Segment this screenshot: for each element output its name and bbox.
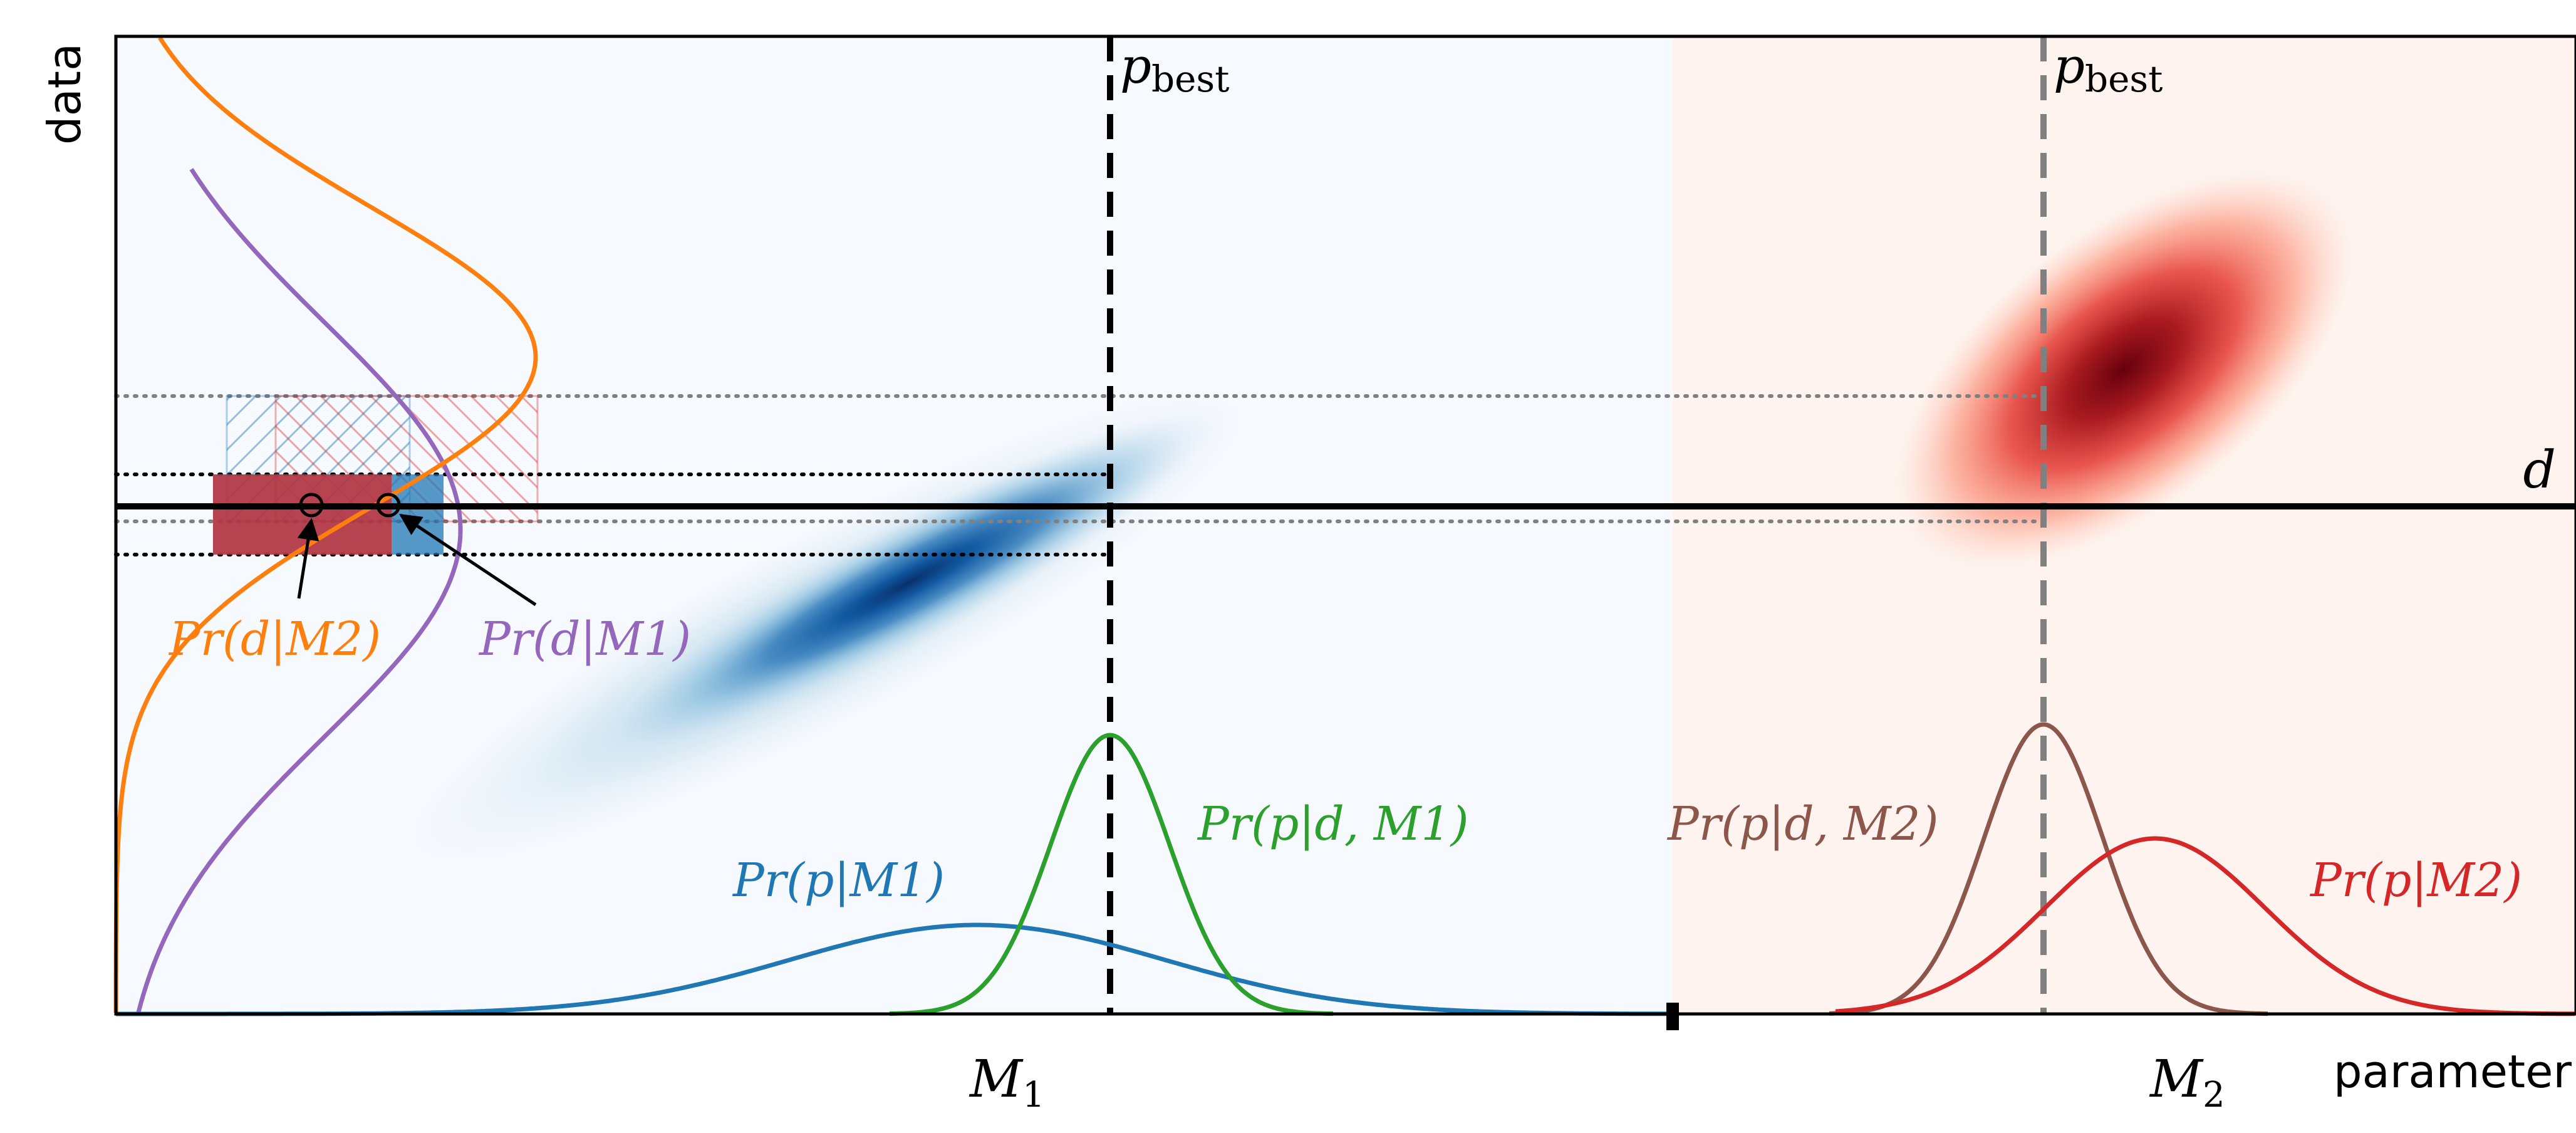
pbest-left-label: pbest: [1120, 38, 1229, 100]
arrow-pr-d-m2: [297, 518, 319, 599]
x-axis-label: parameter: [2334, 1045, 2572, 1098]
pr-d-m2-curve: [113, 36, 538, 1013]
label-pr-d-m2: Pr(d|M2): [168, 612, 381, 666]
m2-joint-density: [1895, 171, 2352, 568]
x-axis-center-tick: [1666, 1003, 1679, 1030]
label-pr-p-m2: Pr(p|M2): [2309, 854, 2522, 907]
pbest-right-label: pbest: [2054, 38, 2163, 100]
label-pr-p-m1: Pr(p|M1): [732, 854, 945, 907]
label-pr-d-m1: Pr(d|M1): [478, 612, 691, 666]
pr-d-m1-curve: [136, 168, 463, 1015]
arrow-pr-d-m1: [399, 513, 537, 607]
marker-pr-d-m2: [299, 493, 324, 518]
pr-p-d-m1-curve: [890, 733, 1334, 1016]
y-axis-label: data: [38, 43, 91, 145]
label-pr-p-d-m2: Pr(p|d, M2): [1666, 797, 1938, 851]
plot-frame: [114, 34, 2576, 1016]
label-pr-p-d-m1: Pr(p|d, M1): [1197, 797, 1468, 851]
pr-p-d-m2-curve: [1829, 722, 2268, 1016]
marker-pr-d-m1: [376, 493, 401, 518]
m2-tick-label: M2: [2149, 1050, 2225, 1115]
m1-tick-label: M1: [969, 1050, 1045, 1115]
filled-red-box: [213, 474, 392, 555]
d-label: d: [2523, 441, 2557, 500]
pr-p-m2-curve: [1835, 836, 2575, 1016]
